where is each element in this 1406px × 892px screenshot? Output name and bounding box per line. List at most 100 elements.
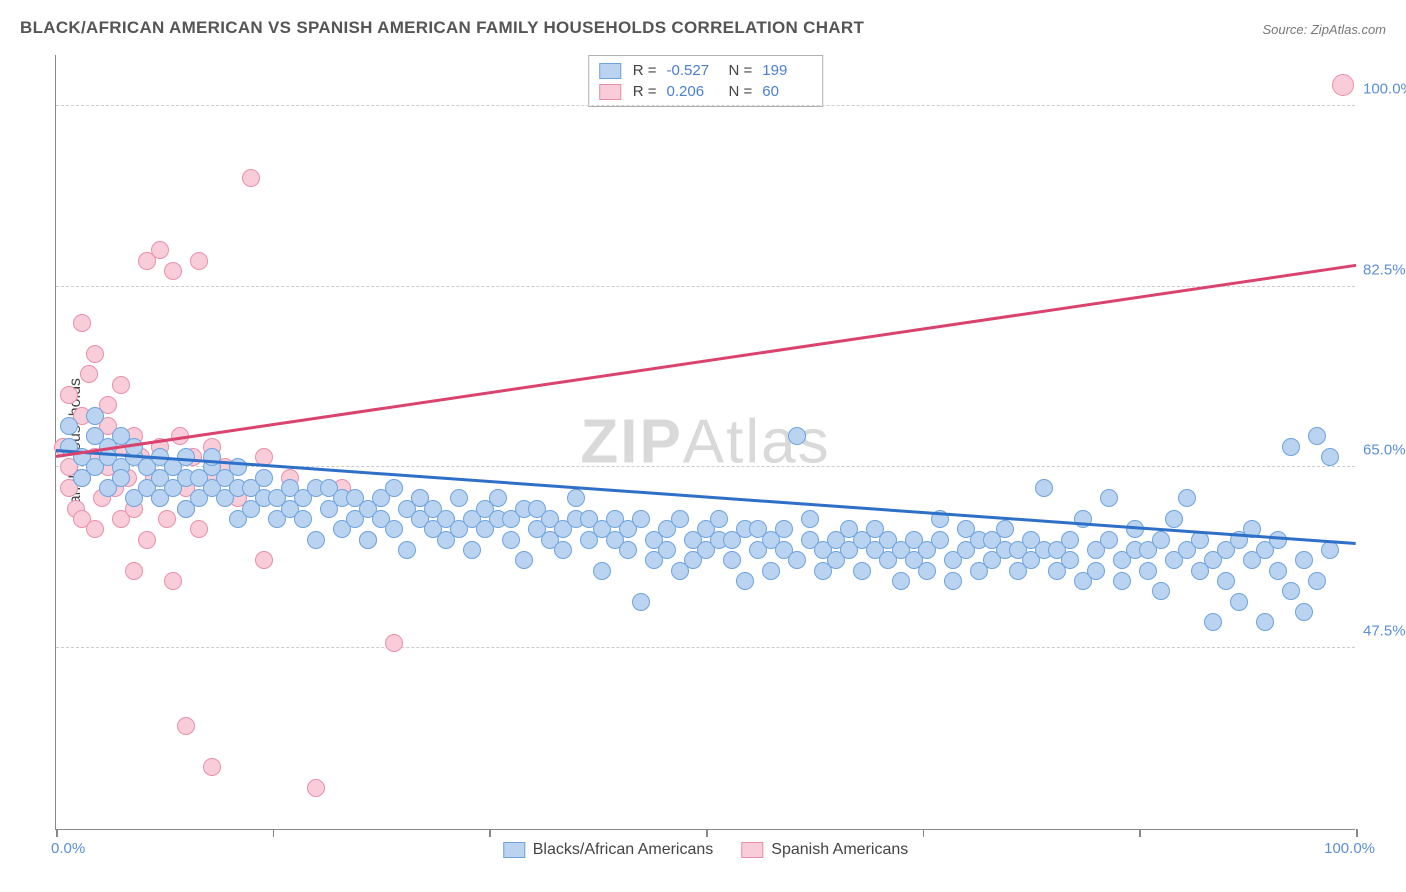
x-tick — [1356, 829, 1358, 837]
data-point — [515, 551, 533, 569]
data-point — [502, 531, 520, 549]
gridline — [56, 105, 1355, 106]
data-point — [1139, 562, 1157, 580]
data-point — [255, 551, 273, 569]
data-point — [1230, 593, 1248, 611]
data-point — [1165, 510, 1183, 528]
x-tick — [1139, 829, 1141, 837]
data-point — [73, 314, 91, 332]
data-point — [1295, 603, 1313, 621]
data-point — [671, 510, 689, 528]
data-point — [788, 427, 806, 445]
x-tick — [489, 829, 491, 837]
data-point — [1321, 448, 1339, 466]
data-point — [489, 489, 507, 507]
data-point — [853, 562, 871, 580]
series-swatch — [503, 842, 525, 858]
data-point — [1332, 74, 1354, 96]
legend-label: Spanish Americans — [771, 841, 908, 859]
chart-container: BLACK/AFRICAN AMERICAN VS SPANISH AMERIC… — [0, 0, 1406, 892]
data-point — [164, 572, 182, 590]
data-point — [307, 779, 325, 797]
n-label: N = — [729, 83, 753, 100]
data-point — [158, 510, 176, 528]
data-point — [1178, 489, 1196, 507]
data-point — [1152, 582, 1170, 600]
n-value: 199 — [762, 62, 812, 79]
data-point — [944, 572, 962, 590]
data-point — [177, 717, 195, 735]
data-point — [567, 489, 585, 507]
chart-title: BLACK/AFRICAN AMERICAN VS SPANISH AMERIC… — [20, 18, 864, 38]
data-point — [996, 520, 1014, 538]
data-point — [112, 469, 130, 487]
data-point — [80, 365, 98, 383]
data-point — [1152, 531, 1170, 549]
x-tick — [273, 829, 275, 837]
data-point — [736, 572, 754, 590]
data-point — [1061, 551, 1079, 569]
data-point — [1217, 572, 1235, 590]
legend-row: R = -0.527 N = 199 — [599, 60, 813, 81]
data-point — [60, 386, 78, 404]
data-point — [1204, 613, 1222, 631]
data-point — [294, 510, 312, 528]
legend-label: Blacks/African Americans — [533, 841, 714, 859]
y-tick-label: 100.0% — [1363, 80, 1406, 97]
x-tick — [706, 829, 708, 837]
r-label: R = — [633, 62, 657, 79]
r-value: -0.527 — [667, 62, 717, 79]
data-point — [1035, 479, 1053, 497]
data-point — [86, 520, 104, 538]
data-point — [1321, 541, 1339, 559]
data-point — [1113, 572, 1131, 590]
data-point — [918, 562, 936, 580]
data-point — [125, 562, 143, 580]
n-value: 60 — [762, 83, 812, 100]
data-point — [190, 520, 208, 538]
source-attribution: Source: ZipAtlas.com — [1262, 22, 1386, 37]
data-point — [359, 531, 377, 549]
correlation-legend: R = -0.527 N = 199 R = 0.206 N = 60 — [588, 55, 824, 107]
data-point — [788, 551, 806, 569]
data-point — [892, 572, 910, 590]
data-point — [710, 510, 728, 528]
data-point — [1061, 531, 1079, 549]
data-point — [632, 593, 650, 611]
data-point — [1100, 531, 1118, 549]
series-swatch — [599, 84, 621, 100]
y-tick-label: 65.0% — [1363, 442, 1406, 459]
data-point — [658, 541, 676, 559]
data-point — [801, 510, 819, 528]
data-point — [1269, 531, 1287, 549]
trend-line — [56, 263, 1356, 457]
data-point — [450, 489, 468, 507]
data-point — [619, 541, 637, 559]
plot-area: ZIPAtlas R = -0.527 N = 199 R = 0.206 N … — [55, 55, 1355, 830]
data-point — [385, 634, 403, 652]
data-point — [203, 758, 221, 776]
data-point — [203, 448, 221, 466]
data-point — [307, 531, 325, 549]
data-point — [86, 407, 104, 425]
data-point — [1269, 562, 1287, 580]
data-point — [632, 510, 650, 528]
series-swatch — [741, 842, 763, 858]
x-min-label: 0.0% — [51, 840, 85, 857]
data-point — [255, 469, 273, 487]
data-point — [1308, 427, 1326, 445]
gridline — [56, 647, 1355, 648]
data-point — [554, 541, 572, 559]
data-point — [138, 531, 156, 549]
data-point — [1087, 562, 1105, 580]
data-point — [593, 562, 611, 580]
gridline — [56, 466, 1355, 467]
data-point — [1282, 582, 1300, 600]
data-point — [190, 252, 208, 270]
y-tick-label: 47.5% — [1363, 623, 1406, 640]
data-point — [242, 169, 260, 187]
data-point — [723, 551, 741, 569]
series-legend: Blacks/African Americans Spanish America… — [503, 841, 908, 859]
data-point — [385, 479, 403, 497]
y-tick-label: 82.5% — [1363, 261, 1406, 278]
